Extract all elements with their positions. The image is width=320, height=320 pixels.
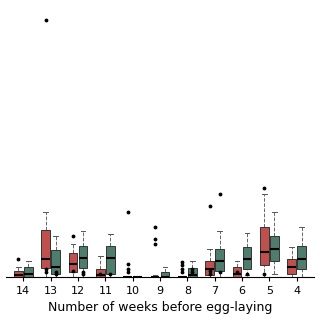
- FancyBboxPatch shape: [270, 236, 279, 261]
- FancyBboxPatch shape: [205, 261, 214, 276]
- FancyBboxPatch shape: [287, 259, 296, 274]
- FancyBboxPatch shape: [215, 249, 224, 271]
- FancyBboxPatch shape: [96, 269, 105, 277]
- FancyBboxPatch shape: [233, 267, 242, 277]
- FancyBboxPatch shape: [24, 267, 33, 277]
- FancyBboxPatch shape: [14, 271, 23, 277]
- X-axis label: Number of weeks before egg-laying: Number of weeks before egg-laying: [48, 301, 272, 315]
- FancyBboxPatch shape: [78, 246, 87, 268]
- FancyBboxPatch shape: [161, 272, 169, 277]
- FancyBboxPatch shape: [243, 247, 251, 269]
- FancyBboxPatch shape: [297, 246, 306, 269]
- FancyBboxPatch shape: [41, 230, 50, 268]
- FancyBboxPatch shape: [106, 246, 115, 274]
- FancyBboxPatch shape: [188, 268, 196, 277]
- FancyBboxPatch shape: [260, 227, 269, 265]
- FancyBboxPatch shape: [51, 250, 60, 274]
- FancyBboxPatch shape: [69, 253, 77, 272]
